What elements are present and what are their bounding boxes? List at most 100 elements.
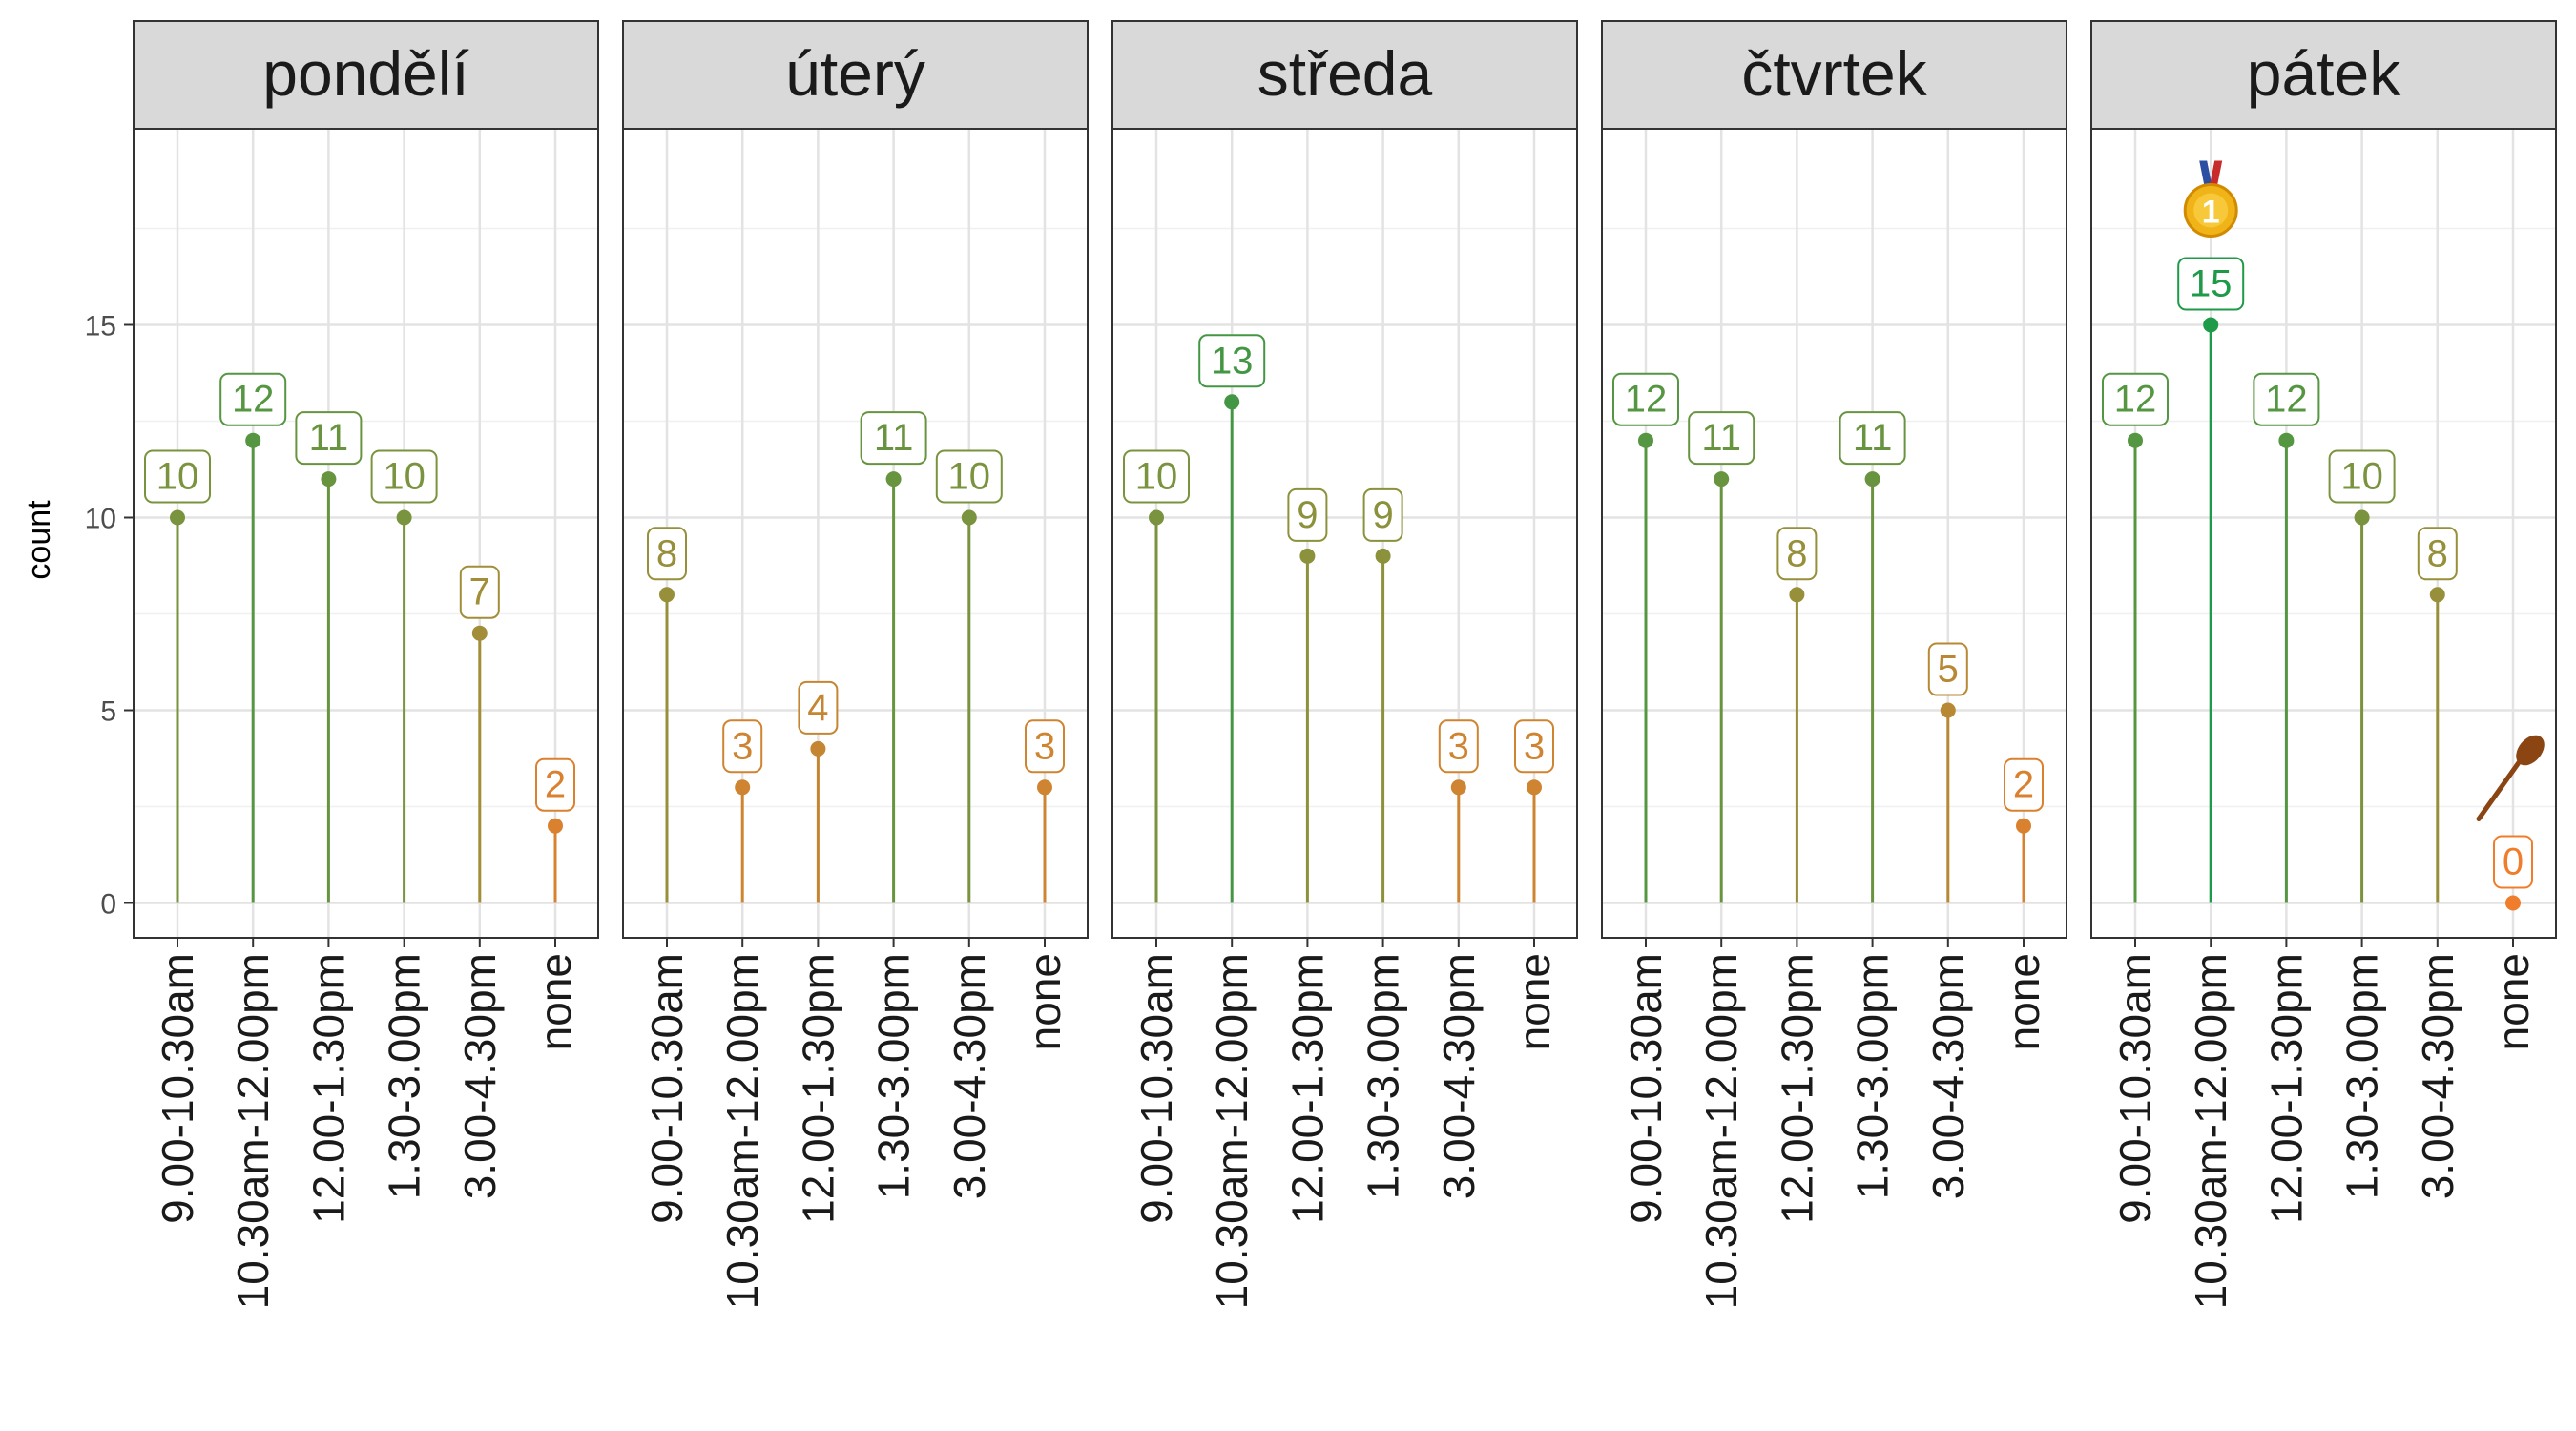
value-label: 11 — [874, 417, 914, 459]
x-tick-label: 12.00-1.30pm — [793, 953, 842, 1224]
spoon-bowl — [2516, 735, 2545, 766]
lollipop-point — [1789, 587, 1805, 603]
value-label: 0 — [2503, 841, 2524, 883]
value-label-box — [1198, 334, 1266, 388]
value-label: 8 — [2427, 532, 2448, 574]
panel-border — [2090, 128, 2557, 939]
lollipop-point — [2016, 818, 2031, 834]
value-label-box — [798, 680, 839, 735]
value-label: 4 — [807, 687, 828, 729]
x-tick-label: 9.00-10.30am — [2110, 953, 2160, 1224]
value-label-box — [2493, 835, 2533, 889]
lollipop-point — [548, 818, 563, 834]
lollipop-point — [321, 471, 337, 487]
facet-label: pátek — [2247, 38, 2401, 109]
value-label: 12 — [2265, 379, 2308, 421]
panel-border — [133, 128, 599, 939]
lollipop-point — [1299, 548, 1316, 564]
value-label: 5 — [1938, 649, 1959, 691]
y-tick-label: 15 — [85, 311, 116, 342]
panel-background — [2091, 129, 2556, 938]
x-tick-label: 3.00-4.30pm — [1434, 953, 1484, 1199]
panel-background — [1112, 129, 1577, 938]
value-label-box — [535, 757, 575, 812]
x-tick-label: none — [1509, 953, 1559, 1050]
facet-strip — [2090, 20, 2557, 130]
panel: pondělí 10 12 11 10 7 2 9.00-10.30am 10.30am-12.… — [133, 20, 599, 1309]
x-tick-label: 10.30am-12.00pm — [717, 953, 767, 1309]
value-label-box — [860, 411, 927, 466]
lollipop-point — [2429, 587, 2445, 603]
value-label-box — [647, 527, 687, 581]
x-tick-label: none — [1999, 953, 2048, 1050]
lollipop-point — [245, 432, 261, 448]
x-tick-label: 9.00-10.30am — [153, 953, 202, 1224]
value-label-box — [219, 372, 287, 426]
value-label-box — [2328, 449, 2396, 504]
value-label: 3 — [1448, 725, 1469, 767]
x-tick-label: 1.30-3.00pm — [1848, 953, 1898, 1199]
x-tick-label: 10.30am-12.00pm — [2186, 953, 2235, 1309]
value-label-box — [2004, 757, 2044, 812]
value-label-box — [1514, 719, 1554, 774]
value-label-box — [295, 411, 363, 466]
facet-strip — [1111, 20, 1578, 130]
lollipop-point — [810, 740, 826, 757]
facet-strip — [622, 20, 1089, 130]
y-axis-title: count — [21, 500, 57, 580]
value-label: 3 — [732, 725, 753, 767]
panel: čtvrtek 12 11 8 11 5 2 9.00-10.30am 10.30am-12.0… — [1601, 20, 2067, 1309]
lollipop-point — [2505, 895, 2521, 911]
lollipop-point — [396, 509, 412, 526]
value-label-box — [2417, 527, 2458, 581]
y-tick-label: 10 — [85, 504, 116, 535]
value-label-box — [144, 449, 211, 504]
x-tick-label: 3.00-4.30pm — [2413, 953, 2462, 1199]
facet-label: středa — [1257, 38, 1433, 109]
lollipop-point — [2278, 432, 2295, 448]
lollipop-point — [2128, 432, 2143, 448]
lollipop-point — [659, 587, 675, 603]
value-label: 10 — [156, 456, 199, 498]
lollipop-point — [961, 509, 977, 526]
value-label: 12 — [232, 379, 275, 421]
lollipop-point — [1864, 471, 1880, 487]
x-tick-label: 10.30am-12.00pm — [228, 953, 278, 1309]
lollipop-point — [2203, 317, 2219, 333]
value-label: 7 — [469, 571, 490, 613]
panel-background — [1602, 129, 2067, 938]
lollipop-point — [1149, 509, 1164, 526]
value-label-box — [1776, 527, 1818, 581]
medal-ribbon-right — [2209, 160, 2223, 190]
gold-medal-icon: 1 — [2183, 160, 2238, 238]
x-tick-label: 1.30-3.00pm — [1359, 953, 1408, 1199]
x-tick-label: 10.30am-12.00pm — [1207, 953, 1257, 1309]
value-label-box — [1438, 719, 1479, 774]
panel-background — [134, 129, 598, 938]
lollipop-point — [2354, 509, 2370, 526]
panel-background — [623, 129, 1088, 938]
value-label: 2 — [2013, 764, 2034, 806]
value-label: 9 — [1372, 494, 1393, 536]
value-label: 8 — [656, 532, 677, 574]
x-tick-label: 12.00-1.30pm — [1772, 953, 1821, 1224]
x-tick-label: 1.30-3.00pm — [869, 953, 919, 1199]
x-tick-label: none — [530, 953, 580, 1050]
value-label: 15 — [2190, 263, 2233, 305]
lollipop-point — [1714, 471, 1730, 487]
x-tick-label: 9.00-10.30am — [1132, 953, 1181, 1224]
value-label-box — [1839, 411, 1906, 466]
value-label: 10 — [2340, 456, 2383, 498]
x-tick-label: 12.00-1.30pm — [2261, 953, 2311, 1224]
panel-border — [1601, 128, 2067, 939]
value-label: 8 — [1786, 532, 1807, 574]
value-label-box — [2177, 257, 2245, 311]
x-tick-label: 3.00-4.30pm — [945, 953, 994, 1199]
value-label: 10 — [383, 456, 426, 498]
x-tick-label: 9.00-10.30am — [1621, 953, 1671, 1224]
value-label-box — [1287, 487, 1328, 542]
value-label: 12 — [2114, 379, 2157, 421]
facet-label: úterý — [785, 38, 925, 109]
lollipop-point — [1037, 779, 1052, 796]
